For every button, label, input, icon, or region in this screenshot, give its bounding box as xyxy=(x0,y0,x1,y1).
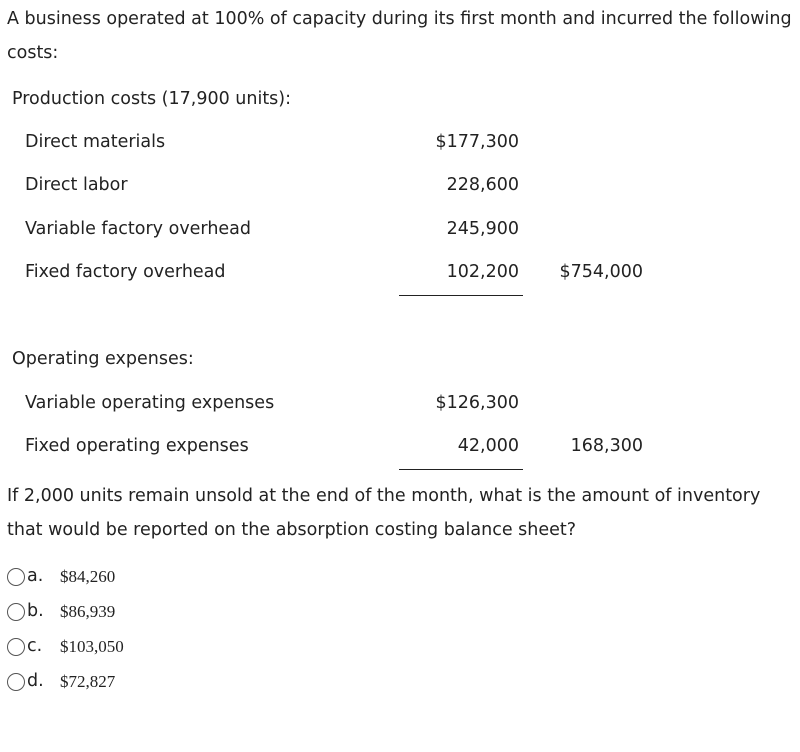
cell: 102,200 xyxy=(446,261,519,282)
cell: 245,900 xyxy=(446,218,519,239)
option-value: $86,939 xyxy=(60,602,116,621)
radio-button[interactable] xyxy=(7,673,25,691)
cell: 42,000 xyxy=(457,436,519,457)
option-value: $72,827 xyxy=(60,672,116,691)
radio-button[interactable] xyxy=(7,603,25,621)
option-value: $84,260 xyxy=(60,567,116,586)
question: If 2,000 units remain unsold at the end … xyxy=(7,486,761,540)
cell: $754,000 xyxy=(559,261,643,282)
heading: Operating expenses: xyxy=(12,349,194,369)
cell: Direct materials xyxy=(25,132,166,152)
cell: 168,300 xyxy=(570,436,643,457)
radio-button[interactable] xyxy=(7,568,25,586)
cell: $177,300 xyxy=(435,132,519,152)
intro: A business operated at 100% of capacity … xyxy=(7,9,792,63)
cell: $126,300 xyxy=(435,393,519,413)
radio-button[interactable] xyxy=(7,638,25,656)
cell: Direct labor xyxy=(25,175,128,196)
option-letter: c. xyxy=(27,636,43,656)
cell: Fixed operating expenses xyxy=(25,436,249,457)
option-letter: a. xyxy=(27,566,44,586)
option-letter: d. xyxy=(27,671,44,691)
cell: Fixed factory overhead xyxy=(25,261,226,282)
cell: Variable operating expenses xyxy=(25,393,275,413)
cell: 228,600 xyxy=(446,175,519,196)
rule xyxy=(399,295,523,296)
rule xyxy=(399,469,523,470)
option-letter: b. xyxy=(27,601,44,621)
option-value: $103,050 xyxy=(60,637,124,656)
cell: Variable factory overhead xyxy=(25,218,252,239)
heading: Production costs (17,900 units): xyxy=(12,89,292,109)
